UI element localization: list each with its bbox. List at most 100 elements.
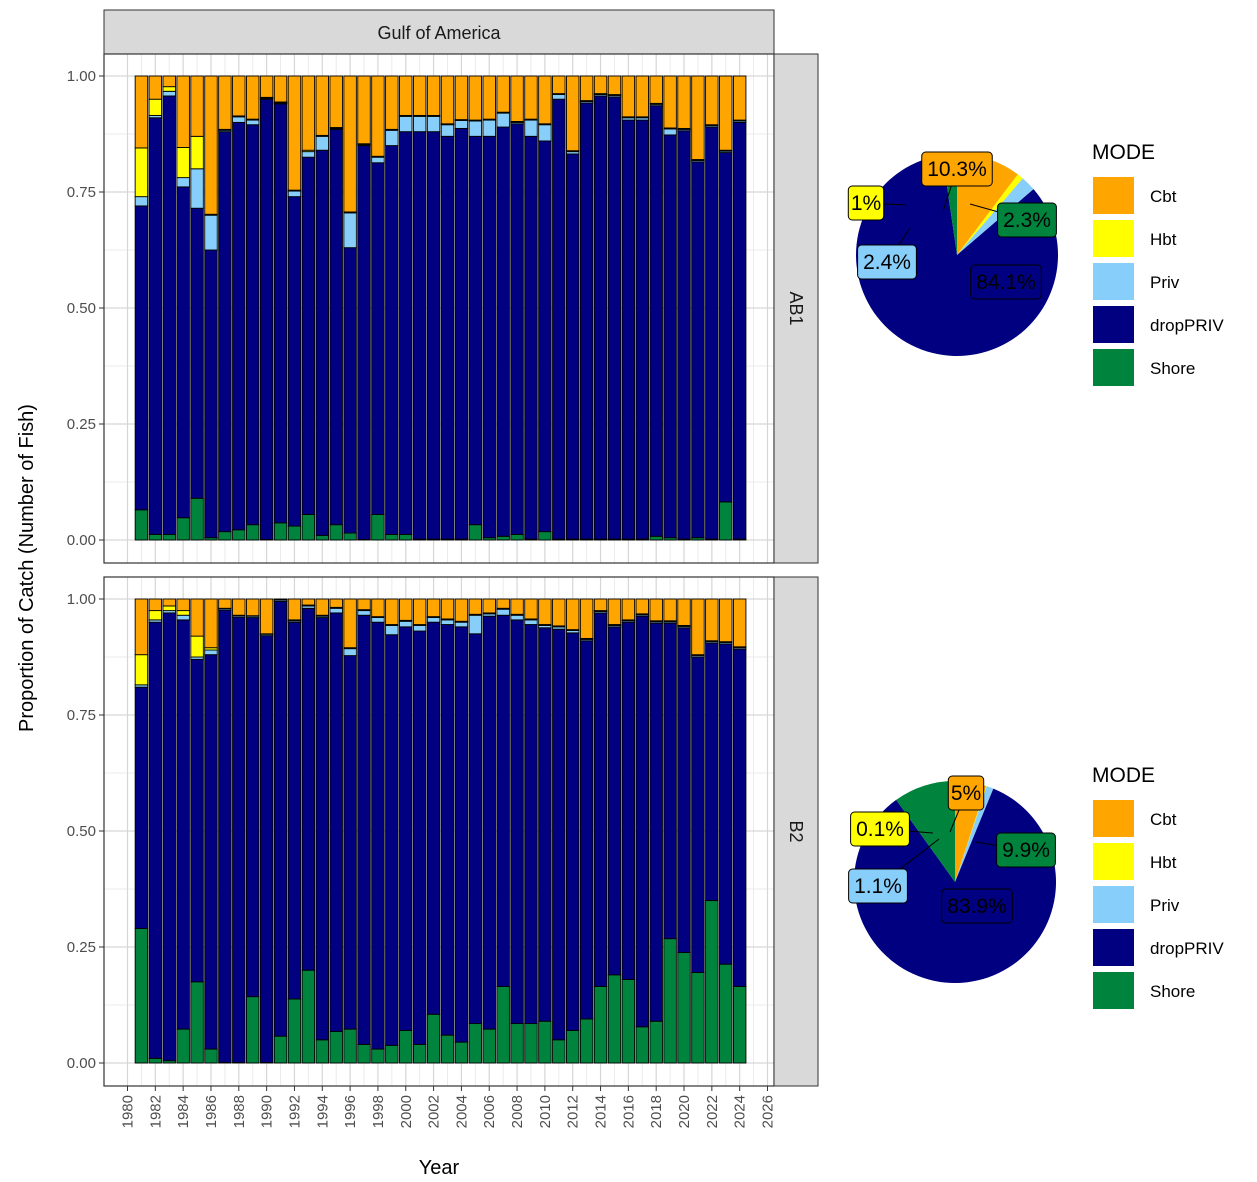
bar-B2-Shore-1997	[357, 1043, 371, 1064]
bar-B2-dropPRIV-2008	[510, 619, 524, 1025]
x-tick-label: 2008	[509, 1095, 526, 1128]
bar-B2-Shore-2024	[732, 985, 747, 1064]
bar-AB1-Cbt-2018	[649, 75, 663, 104]
bar-AB1-Cbt-2001	[412, 75, 427, 116]
x-tick-label: 1982	[147, 1095, 164, 1128]
bar-AB1-dropPRIV-1993	[301, 156, 316, 515]
bar-B2-dropPRIV-1997	[357, 614, 371, 1045]
bar-B2-Cbt-1984	[176, 598, 190, 612]
bar-AB1-Cbt-1997	[357, 75, 371, 145]
bar-AB1-Cbt-2010	[538, 75, 552, 125]
bar-B2-Hbt-1983	[162, 605, 176, 612]
pie-label-dropPRIV: 83.9%	[947, 895, 1007, 918]
bar-B2-dropPRIV-1992	[287, 621, 302, 1000]
bar-B2-Cbt-2003	[440, 598, 455, 620]
y-tick-label: 0.00	[67, 1055, 96, 1072]
bar-AB1-Cbt-2002	[426, 75, 441, 116]
pie-label-dropPRIV: 84.1%	[976, 271, 1036, 294]
pie-label-box-Cbt	[947, 775, 985, 811]
bar-AB1-Hbt-1982	[148, 98, 163, 116]
bar-B2-Shore-2016	[621, 979, 636, 1064]
x-tick-label: 1984	[175, 1095, 192, 1128]
bar-AB1-Priv-1988	[232, 116, 246, 123]
bar-B2-Cbt-2011	[552, 598, 566, 627]
facet-strip-right	[773, 53, 819, 564]
bar-AB1-Cbt-2014	[593, 75, 608, 95]
bar-AB1-Cbt-2004	[454, 75, 469, 121]
bar-B2-Cbt-2018	[649, 598, 663, 622]
bar-B2-Priv-2004	[454, 621, 469, 628]
bar-AB1-dropPRIV-1996	[343, 247, 357, 534]
bar-B2-Cbt-1993	[301, 598, 316, 606]
x-tick-label: 2002	[426, 1095, 443, 1128]
bar-B2-dropPRIV-2024	[732, 648, 747, 987]
legend-title: MODE	[1092, 141, 1155, 164]
bar-B2-Cbt-2010	[538, 598, 552, 625]
bar-B2-Cbt-2020	[677, 598, 691, 626]
pie-label-box-Hbt	[850, 811, 910, 847]
bar-B2-Priv-2007	[496, 608, 510, 616]
bar-AB1-Cbt-2015	[607, 75, 622, 96]
bar-B2-Priv-2002	[426, 617, 441, 623]
pie-AB1: 10.3% 1% 2.4% 84.1% 2.3%	[847, 151, 1058, 356]
bar-B2-dropPRIV-1989	[246, 617, 260, 998]
bar-AB1-Shore-2023	[719, 501, 733, 541]
x-axis-title: Year	[419, 1157, 460, 1179]
y-tick-label: 0.25	[67, 416, 96, 433]
bar-B2-Shore-1984	[176, 1028, 190, 1064]
bar-B2-dropPRIV-2023	[719, 643, 733, 965]
bar-B2-dropPRIV-2005	[468, 633, 483, 1025]
pie-label-Hbt: 1%	[851, 192, 881, 215]
bar-AB1-dropPRIV-1997	[357, 145, 371, 540]
bar-AB1-dropPRIV-2013	[579, 102, 594, 540]
bar-AB1-Cbt-1985	[190, 75, 204, 137]
bar-AB1-Cbt-2022	[705, 75, 719, 126]
pie-slice-Hbt	[957, 174, 1023, 255]
bar-AB1-dropPRIV-2017	[635, 119, 649, 540]
bar-AB1-Cbt-1993	[301, 75, 316, 151]
bar-B2-Shore-1991	[273, 1035, 288, 1064]
bar-AB1-Shore-1994	[315, 534, 329, 541]
bar-B2-Cbt-2001	[412, 598, 427, 625]
bar-B2-Shore-1982	[148, 1057, 163, 1064]
bar-B2-Cbt-1997	[357, 598, 371, 611]
bar-B2-dropPRIV-1986	[204, 654, 218, 1050]
bar-B2-Shore-2015	[607, 974, 622, 1064]
bar-AB1-Shore-1995	[329, 524, 343, 541]
bar-AB1-dropPRIV-1990	[259, 98, 274, 540]
bar-AB1-dropPRIV-2024	[732, 121, 747, 540]
bar-B2-dropPRIV-2015	[607, 626, 622, 976]
bar-B2-Cbt-2012	[566, 598, 580, 631]
bar-B2-Cbt-2000	[399, 598, 413, 621]
x-tick-label: 2026	[760, 1095, 777, 1128]
bar-AB1-Cbt-2006	[482, 75, 496, 120]
bar-B2-Cbt-2019	[663, 598, 677, 622]
bar-AB1-Cbt-1994	[315, 75, 329, 136]
bar-B2-Shore-2014	[593, 985, 608, 1064]
bar-AB1-dropPRIV-1994	[315, 149, 329, 536]
bar-AB1-Cbt-2020	[677, 75, 691, 129]
bar-B2-Shore-2008	[510, 1023, 524, 1064]
bar-AB1-Shore-1983	[162, 533, 176, 541]
bar-B2-Cbt-2005	[468, 598, 483, 615]
pie-slice-Priv	[955, 786, 994, 882]
bar-AB1-Shore-1984	[176, 517, 190, 541]
bar-AB1-Hbt-1983	[162, 86, 176, 92]
y-tick-label: 0.75	[67, 707, 96, 724]
pie-slice-Shore	[896, 781, 955, 882]
bar-AB1-Cbt-1988	[232, 75, 246, 117]
bar-AB1-Cbt-1991	[273, 75, 288, 103]
bar-AB1-Cbt-1986	[204, 75, 218, 215]
x-tick-label: 2014	[593, 1095, 610, 1128]
bar-AB1-Priv-1994	[315, 135, 329, 151]
bar-B2-dropPRIV-2004	[454, 626, 469, 1043]
y-tick-label: 0.50	[67, 823, 96, 840]
bar-AB1-Shore-1982	[148, 533, 163, 541]
x-tick-label: 2012	[565, 1095, 582, 1128]
bar-B2-Priv-1998	[371, 617, 385, 623]
bar-B2-Shore-1999	[385, 1044, 399, 1064]
bar-AB1-dropPRIV-2006	[482, 135, 496, 539]
x-tick-label: 1988	[231, 1095, 248, 1128]
bar-B2-Cbt-1988	[232, 598, 246, 616]
bar-B2-Shore-1998	[371, 1048, 385, 1064]
